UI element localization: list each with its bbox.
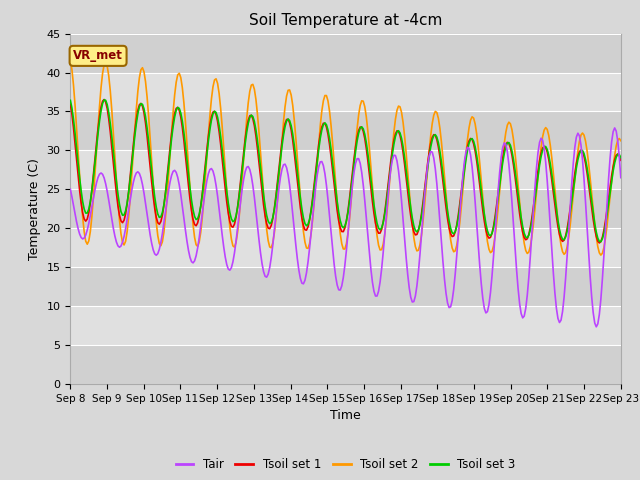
X-axis label: Time: Time — [330, 409, 361, 422]
Y-axis label: Temperature (C): Temperature (C) — [28, 158, 41, 260]
Bar — [70, 111, 621, 150]
Bar — [70, 228, 621, 267]
Bar — [70, 72, 621, 111]
Title: Soil Temperature at -4cm: Soil Temperature at -4cm — [249, 13, 442, 28]
Bar — [70, 267, 621, 306]
Bar — [70, 34, 621, 72]
Text: VR_met: VR_met — [73, 49, 123, 62]
Bar — [70, 150, 621, 189]
Bar — [70, 189, 621, 228]
Legend: Tair, Tsoil set 1, Tsoil set 2, Tsoil set 3: Tair, Tsoil set 1, Tsoil set 2, Tsoil se… — [171, 454, 520, 476]
Bar — [70, 345, 621, 384]
Bar — [70, 306, 621, 345]
